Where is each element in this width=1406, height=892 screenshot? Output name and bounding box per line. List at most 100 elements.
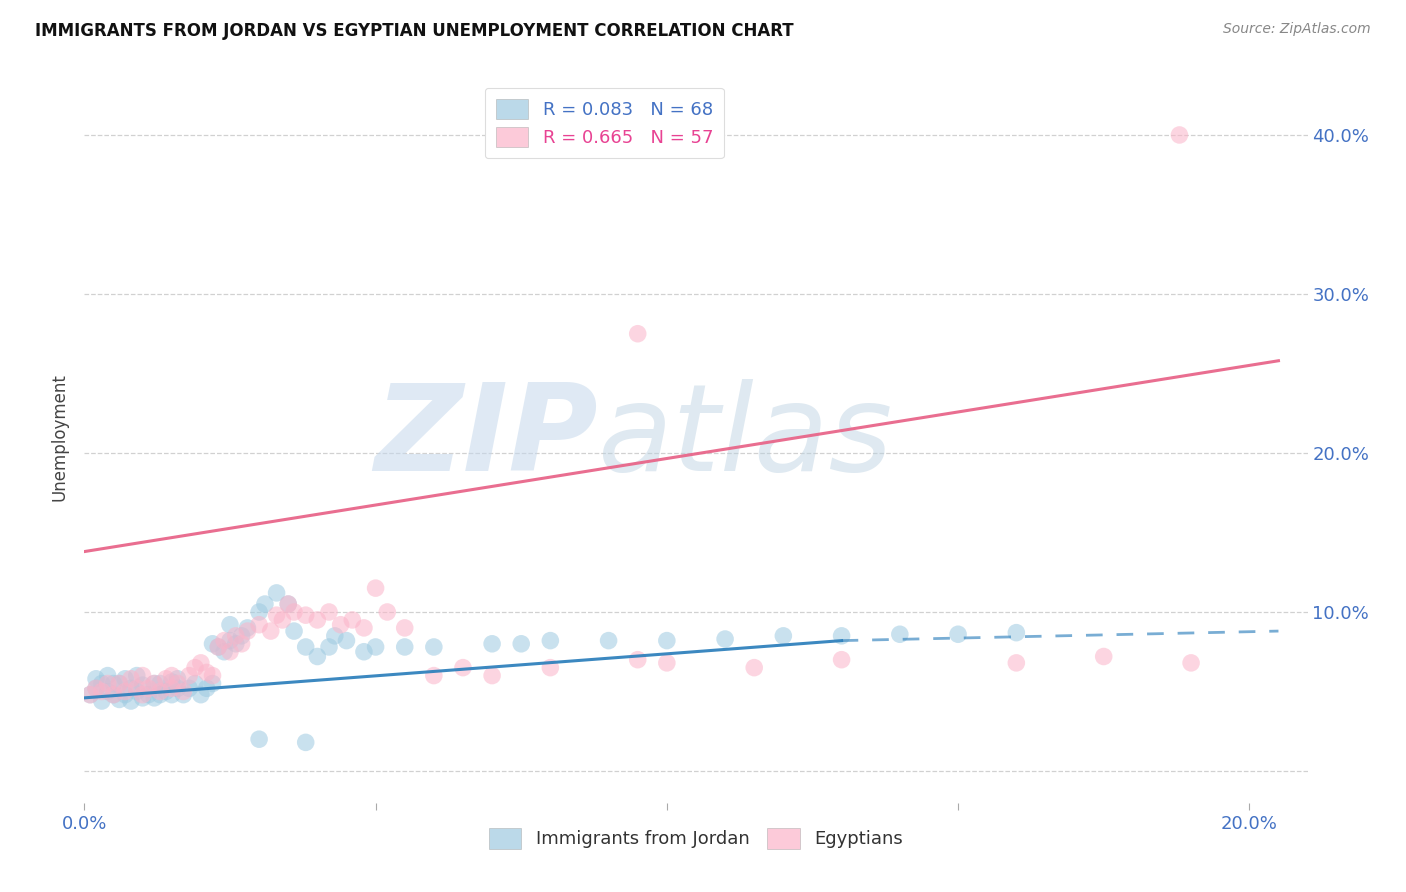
Point [307, 613, 329, 627]
Point [236, 624, 259, 638]
Point [394, 640, 416, 654]
Point [90, 694, 112, 708]
Point [277, 597, 299, 611]
Point [114, 688, 136, 702]
Point [1005, 656, 1028, 670]
Point [1005, 625, 1028, 640]
Point [125, 681, 148, 696]
Point [253, 597, 276, 611]
Point [79, 688, 101, 702]
Point [831, 653, 853, 667]
Point [1180, 656, 1202, 670]
Point [201, 676, 224, 690]
Point [143, 676, 166, 690]
Point [149, 684, 172, 698]
Point [294, 735, 316, 749]
Point [114, 672, 136, 686]
Point [125, 684, 148, 698]
Text: Source: ZipAtlas.com: Source: ZipAtlas.com [1223, 22, 1371, 37]
Point [538, 633, 561, 648]
Point [481, 637, 503, 651]
Point [353, 645, 375, 659]
Point [201, 668, 224, 682]
Point [149, 676, 172, 690]
Point [538, 660, 561, 674]
Point [84, 681, 107, 696]
Text: ZIP: ZIP [374, 378, 598, 496]
Point [195, 681, 218, 696]
Point [90, 676, 112, 690]
Point [103, 676, 125, 690]
Point [225, 637, 247, 651]
Point [184, 660, 207, 674]
Point [598, 633, 620, 648]
Point [247, 732, 270, 747]
Point [219, 645, 242, 659]
Point [627, 653, 650, 667]
Point [375, 605, 398, 619]
Point [155, 672, 177, 686]
Point [97, 676, 120, 690]
Point [329, 617, 352, 632]
Point [131, 678, 153, 692]
Point [247, 605, 270, 619]
Point [179, 681, 201, 696]
Point [219, 633, 242, 648]
Point [481, 668, 503, 682]
Point [131, 688, 153, 702]
Point [120, 694, 142, 708]
Point [283, 624, 305, 638]
Point [190, 688, 212, 702]
Point [266, 608, 288, 623]
Point [103, 688, 125, 702]
Point [212, 633, 235, 648]
Point [108, 692, 131, 706]
Point [510, 637, 533, 651]
Point [201, 637, 224, 651]
Point [742, 660, 765, 674]
Point [277, 597, 299, 611]
Point [946, 627, 969, 641]
Point [166, 681, 188, 696]
Point [108, 676, 131, 690]
Point [889, 627, 911, 641]
Point [655, 656, 678, 670]
Point [283, 605, 305, 619]
Point [225, 629, 247, 643]
Point [190, 656, 212, 670]
Point [149, 688, 172, 702]
Point [342, 613, 364, 627]
Text: IMMIGRANTS FROM JORDAN VS EGYPTIAN UNEMPLOYMENT CORRELATION CHART: IMMIGRANTS FROM JORDAN VS EGYPTIAN UNEMP… [35, 22, 794, 40]
Point [231, 629, 253, 643]
Point [166, 676, 188, 690]
Point [831, 629, 853, 643]
Point [143, 690, 166, 705]
Point [160, 675, 183, 690]
Point [179, 668, 201, 682]
Point [451, 660, 474, 674]
Point [1168, 128, 1191, 142]
Point [294, 608, 316, 623]
Point [207, 640, 229, 654]
Point [627, 326, 650, 341]
Legend: Immigrants from Jordan, Egyptians: Immigrants from Jordan, Egyptians [478, 817, 914, 860]
Point [714, 632, 737, 646]
Point [423, 640, 446, 654]
Point [143, 676, 166, 690]
Point [207, 640, 229, 654]
Point [125, 668, 148, 682]
Point [138, 688, 160, 702]
Point [271, 613, 294, 627]
Point [131, 668, 153, 682]
Point [160, 688, 183, 702]
Point [184, 676, 207, 690]
Point [79, 688, 101, 702]
Y-axis label: Unemployment: Unemployment [51, 373, 69, 501]
Point [84, 672, 107, 686]
Point [97, 668, 120, 682]
Point [195, 665, 218, 680]
Point [1092, 649, 1115, 664]
Point [160, 668, 183, 682]
Point [84, 681, 107, 696]
Point [423, 668, 446, 682]
